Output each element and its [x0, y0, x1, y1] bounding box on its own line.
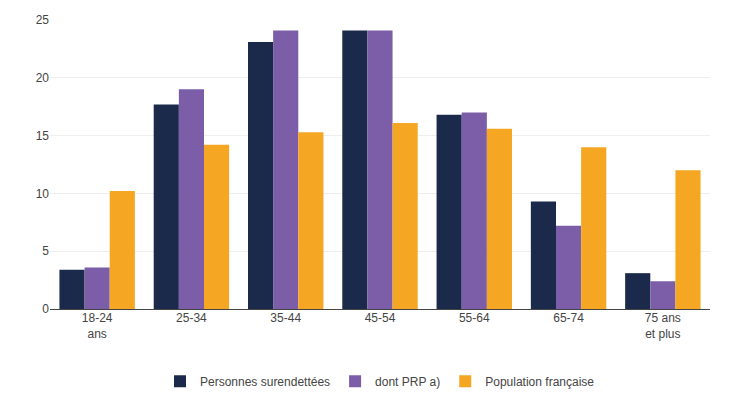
svg-text:0: 0 — [42, 302, 49, 316]
svg-text:25: 25 — [36, 13, 50, 27]
svg-text:dont PRP a): dont PRP a) — [375, 375, 440, 389]
svg-text:18-24ans: 18-24ans — [82, 311, 113, 341]
svg-text:Population française: Population française — [485, 375, 594, 389]
svg-text:5: 5 — [42, 244, 49, 258]
svg-text:20: 20 — [36, 71, 50, 85]
svg-text:55-64: 55-64 — [459, 311, 490, 325]
svg-text:15: 15 — [36, 129, 50, 143]
svg-text:35-44: 35-44 — [270, 311, 301, 325]
svg-text:75 anset plus: 75 anset plus — [645, 311, 681, 341]
svg-text:Personnes surendettées: Personnes surendettées — [200, 375, 330, 389]
svg-text:65-74: 65-74 — [553, 311, 584, 325]
svg-text:10: 10 — [36, 187, 50, 201]
svg-text:45-54: 45-54 — [365, 311, 396, 325]
svg-text:25-34: 25-34 — [176, 311, 207, 325]
